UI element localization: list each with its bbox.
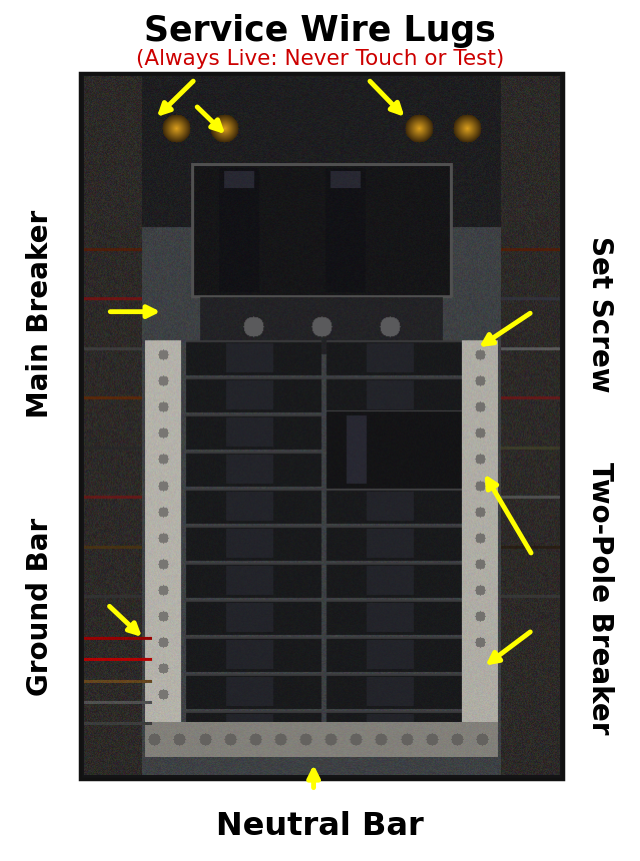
Text: Main Breaker: Main Breaker — [26, 210, 54, 418]
Text: (Always Live: Never Touch or Test): (Always Live: Never Touch or Test) — [136, 48, 504, 69]
Text: Service Wire Lugs: Service Wire Lugs — [144, 14, 496, 48]
Text: Set Screw: Set Screw — [586, 236, 614, 393]
Bar — [80, 73, 563, 779]
Text: Two-Pole Breaker: Two-Pole Breaker — [586, 462, 614, 734]
Text: Neutral Bar: Neutral Bar — [216, 811, 424, 842]
Text: Ground Bar: Ground Bar — [26, 517, 54, 697]
